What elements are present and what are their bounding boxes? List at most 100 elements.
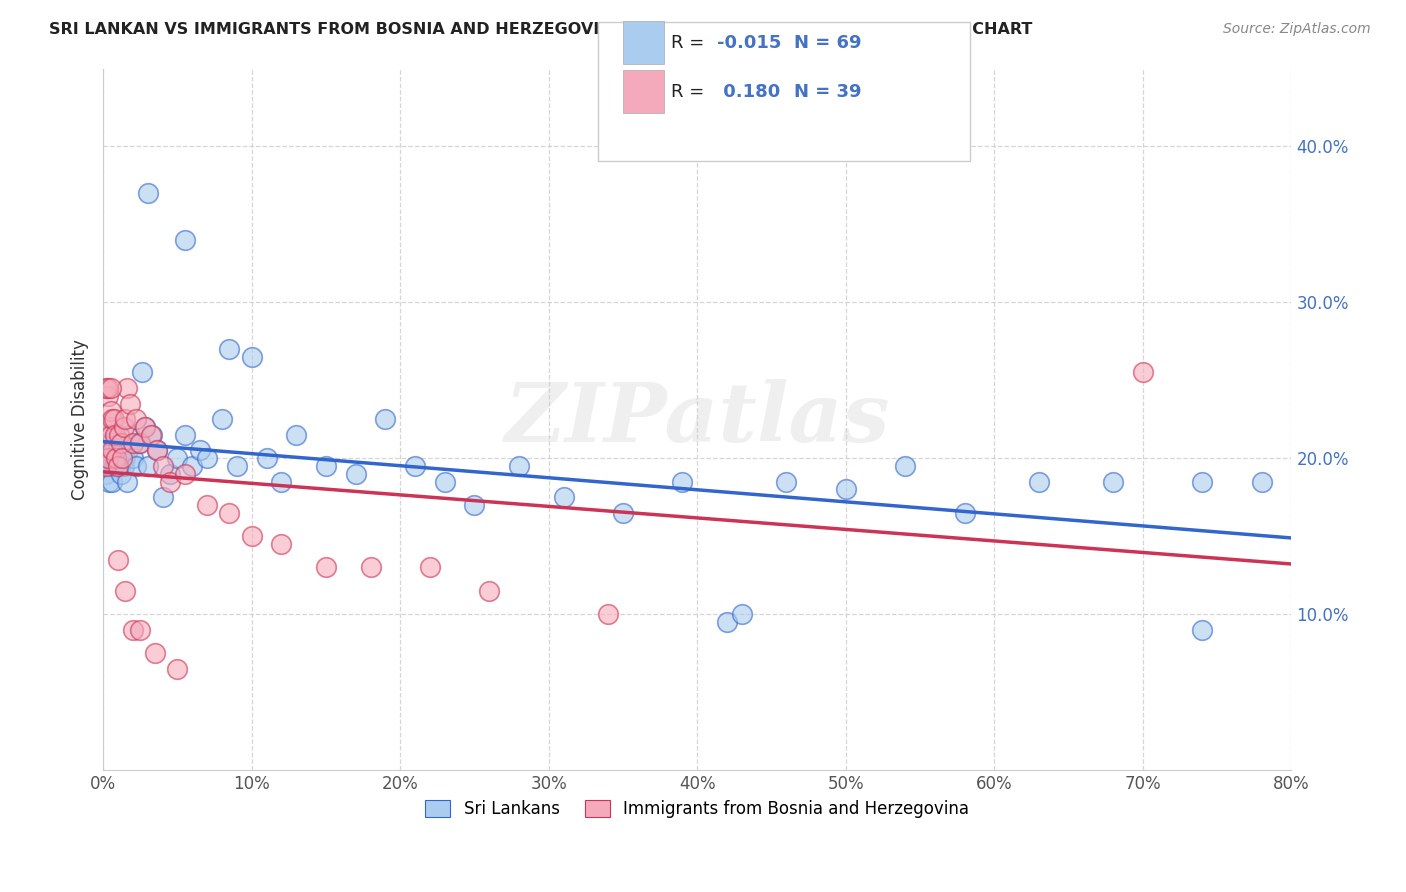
- Point: [374, 412, 396, 426]
- Text: N = 69: N = 69: [794, 34, 862, 52]
- Point: [114, 412, 136, 426]
- Point: [121, 451, 143, 466]
- Text: Source: ZipAtlas.com: Source: ZipAtlas.com: [1223, 22, 1371, 37]
- Point: [108, 451, 131, 466]
- Point: [152, 490, 174, 504]
- Point: [143, 646, 166, 660]
- Point: [112, 458, 135, 473]
- Point: [118, 427, 141, 442]
- Point: [101, 475, 124, 489]
- Text: N = 39: N = 39: [794, 83, 862, 101]
- Point: [152, 458, 174, 473]
- Point: [115, 381, 138, 395]
- Point: [100, 381, 122, 395]
- Point: [134, 420, 156, 434]
- Point: [173, 467, 195, 481]
- Point: [240, 350, 263, 364]
- Point: [103, 443, 125, 458]
- Point: [716, 615, 738, 629]
- Point: [117, 443, 139, 458]
- Point: [671, 475, 693, 489]
- Point: [94, 458, 117, 473]
- Point: [835, 483, 858, 497]
- Point: [166, 451, 188, 466]
- Point: [159, 475, 181, 489]
- Point: [103, 458, 125, 473]
- Point: [1191, 475, 1213, 489]
- Point: [131, 366, 153, 380]
- Point: [270, 537, 292, 551]
- Point: [181, 458, 204, 473]
- Point: [105, 458, 128, 473]
- Text: R =: R =: [671, 83, 710, 101]
- Point: [97, 451, 120, 466]
- Point: [98, 451, 121, 466]
- Point: [129, 623, 152, 637]
- Point: [100, 451, 122, 466]
- Point: [136, 458, 159, 473]
- Point: [188, 443, 211, 458]
- Point: [139, 427, 162, 442]
- Point: [218, 342, 240, 356]
- Point: [104, 427, 127, 442]
- Point: [463, 498, 485, 512]
- Point: [404, 458, 426, 473]
- Point: [953, 506, 976, 520]
- Point: [101, 451, 124, 466]
- Point: [125, 458, 148, 473]
- Point: [100, 458, 122, 473]
- Point: [344, 467, 367, 481]
- Point: [128, 435, 150, 450]
- Point: [225, 458, 247, 473]
- Point: [98, 420, 121, 434]
- Point: [108, 427, 131, 442]
- Point: [107, 443, 129, 458]
- Point: [1191, 623, 1213, 637]
- Point: [101, 412, 124, 426]
- Point: [145, 443, 167, 458]
- Point: [98, 427, 121, 442]
- Point: [315, 458, 337, 473]
- Point: [1132, 366, 1154, 380]
- Point: [114, 583, 136, 598]
- Point: [1102, 475, 1125, 489]
- Point: [1028, 475, 1050, 489]
- Point: [195, 498, 218, 512]
- Point: [166, 662, 188, 676]
- Point: [1250, 475, 1272, 489]
- Point: [93, 458, 115, 473]
- Point: [211, 412, 233, 426]
- Point: [97, 381, 120, 395]
- Point: [612, 506, 634, 520]
- Point: [100, 435, 122, 450]
- Point: [136, 186, 159, 201]
- Point: [100, 404, 122, 418]
- Point: [598, 607, 620, 621]
- Point: [111, 451, 134, 466]
- Point: [114, 451, 136, 466]
- Point: [97, 458, 120, 473]
- Point: [134, 420, 156, 434]
- Point: [240, 529, 263, 543]
- Y-axis label: Cognitive Disability: Cognitive Disability: [72, 339, 89, 500]
- Point: [553, 490, 575, 504]
- Point: [107, 552, 129, 566]
- Point: [100, 427, 122, 442]
- Point: [118, 397, 141, 411]
- Point: [159, 467, 181, 481]
- Point: [115, 475, 138, 489]
- Point: [104, 451, 127, 466]
- Point: [111, 435, 134, 450]
- Point: [101, 443, 124, 458]
- Point: [419, 560, 441, 574]
- Point: [105, 451, 128, 466]
- Point: [125, 412, 148, 426]
- Point: [285, 427, 308, 442]
- Point: [112, 420, 135, 434]
- Point: [195, 451, 218, 466]
- Point: [107, 458, 129, 473]
- Point: [94, 381, 117, 395]
- Point: [97, 389, 120, 403]
- Point: [110, 467, 132, 481]
- Point: [360, 560, 382, 574]
